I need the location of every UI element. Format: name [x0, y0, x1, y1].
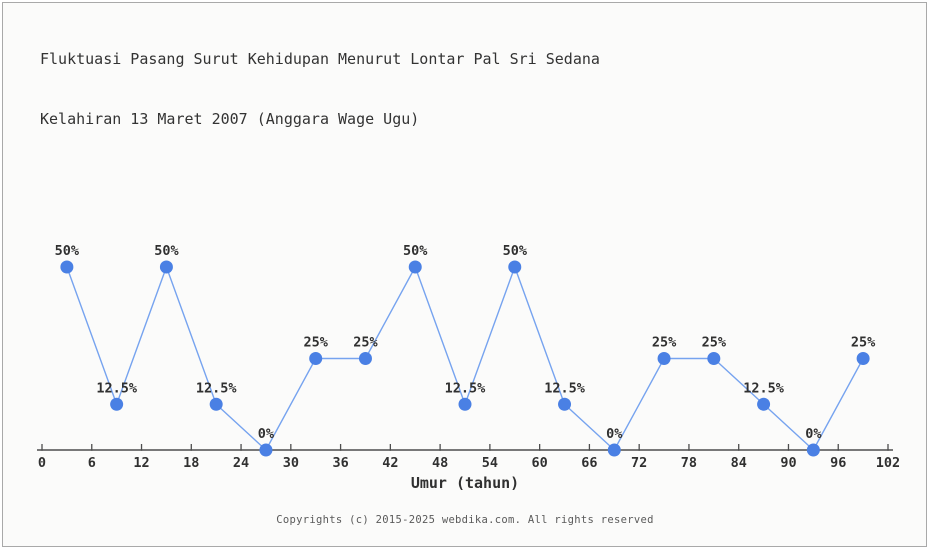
data-point[interactable]: [408, 260, 422, 274]
data-point[interactable]: [657, 352, 671, 365]
data-point-label: 25%: [353, 335, 378, 351]
x-tick-label: 0: [38, 455, 46, 471]
x-tick-label: 84: [731, 455, 747, 471]
x-tick-label: 102: [876, 455, 900, 471]
data-point[interactable]: [358, 352, 372, 365]
data-point[interactable]: [806, 443, 820, 457]
x-tick-label: 24: [233, 455, 249, 471]
data-point[interactable]: [110, 397, 124, 411]
data-point[interactable]: [558, 397, 572, 411]
data-point-label: 25%: [851, 335, 876, 351]
data-point[interactable]: [259, 443, 273, 457]
data-point[interactable]: [508, 260, 522, 274]
data-point[interactable]: [209, 397, 223, 411]
data-point-label: 0%: [258, 426, 275, 442]
data-point-label: 12.5%: [196, 380, 238, 396]
data-point-label: 25%: [652, 335, 677, 351]
x-tick-label: 18: [183, 455, 199, 471]
x-tick-label: 42: [382, 455, 398, 471]
x-tick-label: 72: [631, 455, 647, 471]
copyright-footer: Copyrights (c) 2015-2025 webdika.com. Al…: [276, 514, 654, 526]
x-tick-label: 60: [532, 455, 548, 471]
data-point-label: 25%: [304, 335, 329, 351]
chart-title-line1: Fluktuasi Pasang Surut Kehidupan Menurut…: [40, 50, 600, 68]
data-point[interactable]: [856, 352, 870, 365]
data-point[interactable]: [707, 352, 721, 365]
x-tick-label: 90: [780, 455, 796, 471]
data-point-label: 12.5%: [544, 380, 586, 396]
x-tick-label: 54: [482, 455, 498, 471]
data-point-label: 12.5%: [445, 380, 487, 396]
data-point-label: 50%: [154, 243, 179, 259]
chart-title-line2: Kelahiran 13 Maret 2007 (Anggara Wage Ug…: [40, 110, 420, 128]
x-tick-label: 96: [830, 455, 846, 471]
x-tick-label: 36: [332, 455, 348, 471]
x-tick-label: 66: [581, 455, 597, 471]
x-tick-label: 78: [681, 455, 697, 471]
data-point[interactable]: [757, 397, 771, 411]
x-tick-label: 6: [88, 455, 96, 471]
x-tick-label: 48: [432, 455, 448, 471]
data-point-label: 12.5%: [743, 380, 785, 396]
data-point[interactable]: [607, 443, 621, 457]
data-point-label: 0%: [805, 426, 822, 442]
data-point[interactable]: [60, 260, 74, 274]
data-point[interactable]: [458, 397, 472, 411]
data-point-label: 50%: [503, 243, 528, 259]
x-tick-label: 12: [133, 455, 149, 471]
data-point[interactable]: [159, 260, 173, 274]
chart-title: Fluktuasi Pasang Surut Kehidupan Menurut…: [40, 9, 600, 169]
data-point[interactable]: [309, 352, 323, 365]
data-line: [66, 266, 864, 451]
data-point-label: 50%: [403, 243, 428, 259]
data-point-label: 12.5%: [96, 380, 138, 396]
data-point-label: 25%: [702, 335, 727, 351]
data-point-label: 50%: [55, 243, 80, 259]
data-point-label: 0%: [606, 426, 623, 442]
x-tick-label: 30: [283, 455, 299, 471]
x-axis-title: Umur (tahun): [411, 474, 519, 492]
